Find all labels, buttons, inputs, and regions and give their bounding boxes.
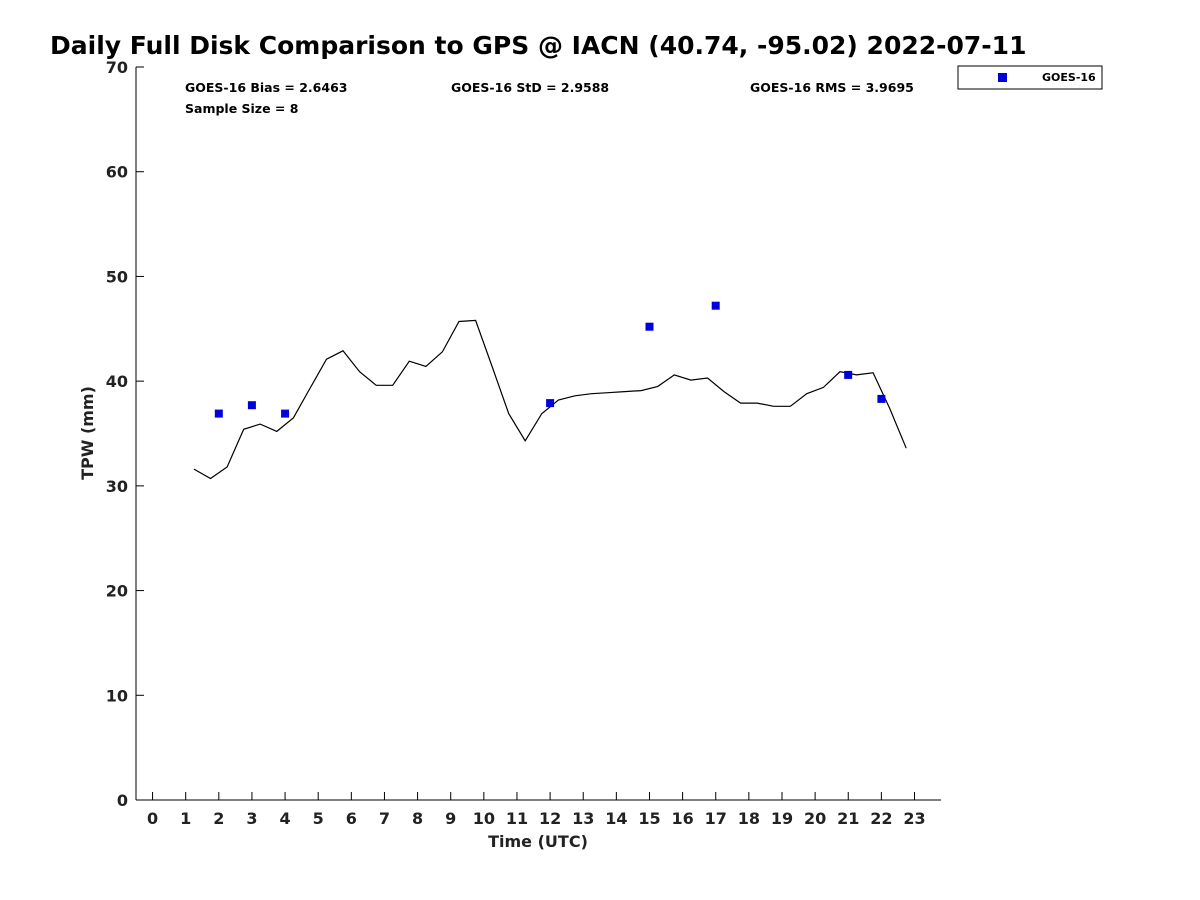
- goes16-point: [281, 409, 290, 418]
- legend-label-goes16: GOES-16: [1042, 71, 1096, 84]
- x-tick-label: 8: [412, 809, 423, 828]
- goes16-point: [877, 394, 886, 403]
- x-tick-label: 15: [638, 809, 660, 828]
- x-tick-label: 12: [539, 809, 561, 828]
- legend-marker-goes16: [998, 73, 1007, 82]
- goes16-point: [214, 409, 223, 418]
- stat-rms: GOES-16 RMS = 3.9695: [750, 80, 914, 95]
- x-tick-label: 9: [445, 809, 456, 828]
- x-tick-label: 18: [738, 809, 760, 828]
- goes16-point: [546, 399, 555, 408]
- goes16-point: [247, 401, 256, 410]
- x-tick-label: 11: [506, 809, 528, 828]
- x-tick-label: 16: [671, 809, 693, 828]
- y-tick-label: 10: [106, 686, 128, 705]
- x-tick-label: 5: [313, 809, 324, 828]
- legend-box: [957, 65, 1103, 90]
- chart-title: Daily Full Disk Comparison to GPS @ IACN…: [50, 31, 1026, 60]
- y-tick-label: 70: [106, 58, 128, 77]
- y-tick-label: 20: [106, 582, 128, 601]
- y-axis: 0 10 20 30 40 50 60 70: [106, 58, 144, 810]
- x-tick-label: 22: [870, 809, 892, 828]
- stat-sample-size: Sample Size = 8: [185, 101, 298, 116]
- x-tick-label: 2: [213, 809, 224, 828]
- stat-std: GOES-16 StD = 2.9588: [451, 80, 609, 95]
- legend: GOES-16: [957, 65, 1103, 90]
- stat-bias: GOES-16 Bias = 2.6463: [185, 80, 347, 95]
- goes16-point: [844, 370, 853, 379]
- series-layer: [193, 301, 907, 480]
- y-axis-label: TPW (mm): [78, 386, 97, 480]
- x-tick-label: 23: [903, 809, 925, 828]
- x-tick-label: 4: [280, 809, 291, 828]
- x-tick-label: 21: [837, 809, 859, 828]
- x-tick-label: 19: [771, 809, 793, 828]
- x-axis: 0 1 2 3 4 5 6 7 8 9 10 11 12 13 14 15 16 17 18 19 20 21 22 23: [136, 792, 941, 828]
- y-tick-label: 50: [106, 267, 128, 286]
- x-tick-label: 1: [180, 809, 191, 828]
- x-tick-label: 10: [473, 809, 495, 828]
- goes16-point: [645, 322, 654, 331]
- y-tick-label: 30: [106, 477, 128, 496]
- x-tick-label: 0: [147, 809, 158, 828]
- x-tick-label: 7: [379, 809, 390, 828]
- x-tick-label: 6: [346, 809, 357, 828]
- x-tick-label: 13: [572, 809, 594, 828]
- y-tick-label: 0: [117, 791, 128, 810]
- x-axis-label: Time (UTC): [488, 832, 588, 851]
- y-tick-label: 60: [106, 163, 128, 182]
- x-tick-label: 20: [804, 809, 826, 828]
- x-tick-label: 14: [605, 809, 627, 828]
- y-tick-label: 40: [106, 372, 128, 391]
- x-tick-label: 17: [705, 809, 727, 828]
- x-tick-label: 3: [246, 809, 257, 828]
- goes16-point: [711, 301, 720, 310]
